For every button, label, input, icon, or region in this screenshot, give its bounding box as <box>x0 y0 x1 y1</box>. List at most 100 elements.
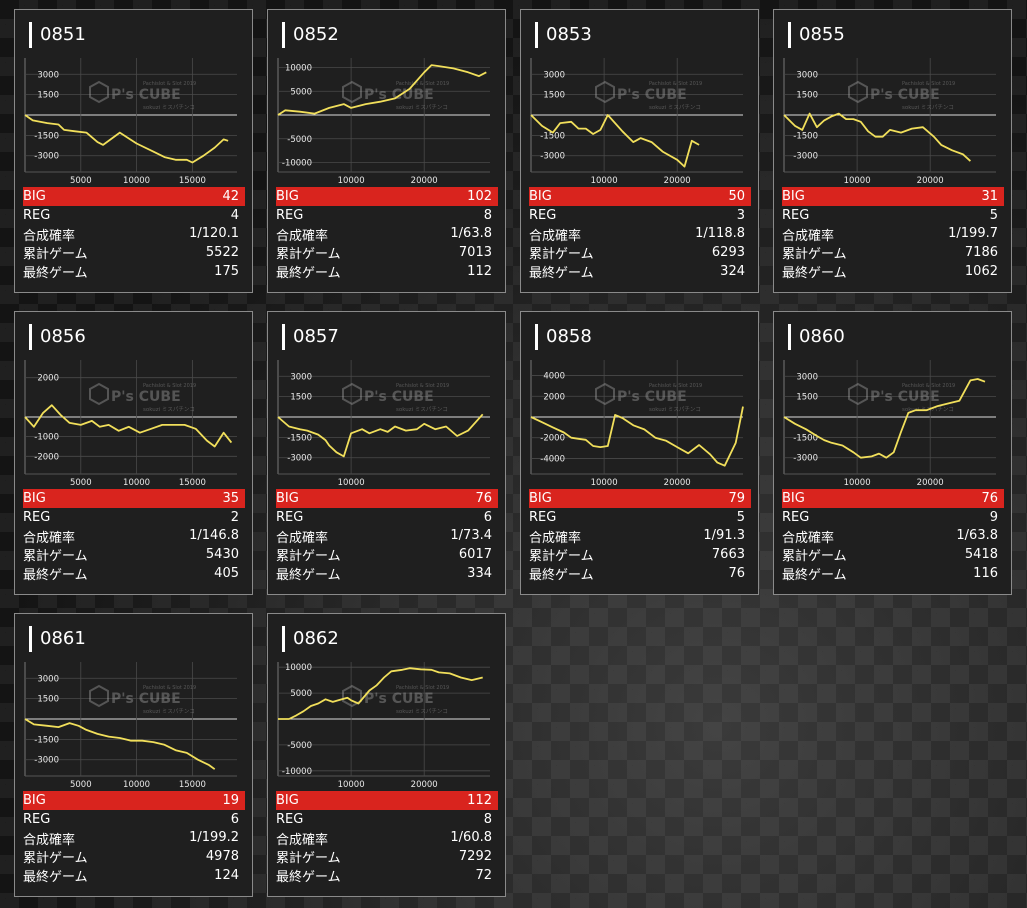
machine-number: 0856 <box>29 324 86 350</box>
stat-value-big: 76 <box>475 490 492 506</box>
stat-row-total: 累計ゲーム 7292 <box>276 847 498 866</box>
stat-label-last: 最終ゲーム <box>23 266 88 282</box>
machine-card-0856[interactable]: 0856 2000 -1000 -2000 5000 10000 15000 P's CUBE… <box>14 311 253 595</box>
stat-row-big: BIG 112 <box>276 791 498 810</box>
stat-value-total: 7663 <box>711 547 745 563</box>
machine-number: 0857 <box>282 324 339 350</box>
machine-card-0851[interactable]: 0851 3000 1500 -1500 -3000 5000 10000 15000 P's … <box>14 9 253 293</box>
machine-card-0853[interactable]: 0853 3000 1500 -1500 -3000 10000 20000 P's CUBE… <box>520 9 759 293</box>
stat-value-total: 4978 <box>205 849 239 865</box>
stat-value-reg: 9 <box>989 509 998 525</box>
stat-row-last: 最終ゲーム 405 <box>23 564 245 583</box>
stat-row-last: 最終ゲーム 324 <box>529 262 751 281</box>
stat-value-last: 116 <box>973 566 998 582</box>
stat-value-last: 72 <box>475 868 492 884</box>
watermark-tag: sokuzi ミスパチンコ <box>143 406 195 413</box>
y-tick-label: -1500 <box>793 131 818 141</box>
stats-table: BIG 42 REG 4 合成確率 1/120.1 累計ゲーム 5522 最終ゲーム 175 <box>23 187 245 281</box>
y-tick-label: 1500 <box>37 91 59 101</box>
stat-label-rate: 合成確率 <box>782 530 835 546</box>
stat-value-total: 6293 <box>711 245 745 261</box>
machine-card-0860[interactable]: 0860 3000 1500 -1500 -3000 10000 20000 P's CUBE… <box>773 311 1012 595</box>
stat-label-big: BIG <box>23 188 46 204</box>
y-tick-label: 1500 <box>543 91 565 101</box>
x-tick-label: 10000 <box>123 176 150 186</box>
stat-label-big: BIG <box>529 188 552 204</box>
watermark-brand: P's CUBE <box>617 87 687 103</box>
stat-value-big: 76 <box>981 490 998 506</box>
stat-row-last: 最終ゲーム 334 <box>276 564 498 583</box>
stat-value-last: 112 <box>467 264 492 280</box>
watermark-brand: P's CUBE <box>364 691 434 707</box>
stat-label-total: 累計ゲーム <box>529 247 594 263</box>
data-line <box>277 64 487 116</box>
x-tick-label: 20000 <box>917 176 944 186</box>
stat-label-reg: REG <box>276 509 304 525</box>
machine-card-0852[interactable]: 0852 10000 5000 -5000 -10000 10000 20000 P's CU… <box>267 9 506 293</box>
y-tick-label: -1500 <box>287 433 312 443</box>
stat-value-total: 7186 <box>964 245 998 261</box>
machine-card-0855[interactable]: 0855 3000 1500 -1500 -3000 10000 20000 P's CUBE… <box>773 9 1012 293</box>
stat-value-total: 5418 <box>964 547 998 563</box>
watermark-tag: sokuzi ミスパチンコ <box>143 104 195 111</box>
stat-value-big: 19 <box>222 792 239 808</box>
stats-table: BIG 112 REG 8 合成確率 1/60.8 累計ゲーム 7292 最終ゲーム 72 <box>276 791 498 885</box>
y-tick-label: -2000 <box>540 434 565 444</box>
stat-row-last: 最終ゲーム 76 <box>529 564 751 583</box>
stat-row-rate: 合成確率 1/120.1 <box>23 225 245 243</box>
machine-number: 0853 <box>535 22 592 48</box>
x-tick-label: 10000 <box>591 478 618 488</box>
y-tick-label: 2000 <box>543 392 565 402</box>
y-tick-label: -3000 <box>793 454 818 464</box>
cube-icon <box>89 382 109 406</box>
watermark-tag: sokuzi ミスパチンコ <box>902 104 954 111</box>
stat-label-last: 最終ゲーム <box>23 568 88 584</box>
data-line <box>277 413 484 458</box>
machine-card-0858[interactable]: 0858 4000 2000 -2000 -4000 10000 20000 P's CUBE… <box>520 311 759 595</box>
stat-label-reg: REG <box>529 509 557 525</box>
machine-number: 0862 <box>282 626 339 652</box>
stat-row-total: 累計ゲーム 6293 <box>529 243 751 262</box>
stat-label-last: 最終ゲーム <box>529 266 594 282</box>
y-tick-label: -3000 <box>34 152 59 162</box>
stat-row-big: BIG 19 <box>23 791 245 810</box>
y-tick-label: -3000 <box>793 152 818 162</box>
data-line <box>24 404 233 448</box>
machine-number: 0852 <box>282 22 339 48</box>
stat-value-big: 79 <box>728 490 745 506</box>
stats-table: BIG 79 REG 5 合成確率 1/91.3 累計ゲーム 7663 最終ゲーム 76 <box>529 489 751 583</box>
machine-card-0862[interactable]: 0862 10000 5000 -5000 -10000 10000 20000 P's CU… <box>267 613 506 897</box>
x-tick-label: 5000 <box>70 478 92 488</box>
stat-value-last: 324 <box>720 264 745 280</box>
stat-label-rate: 合成確率 <box>276 832 329 848</box>
stat-row-last: 最終ゲーム 112 <box>276 262 498 281</box>
data-line <box>783 112 972 162</box>
stat-row-total: 累計ゲーム 6017 <box>276 545 498 564</box>
plot-area: 4000 2000 -2000 -4000 10000 20000 P's CUBEPach… <box>530 360 744 488</box>
plot-area: 3000 1500 -1500 -3000 5000 10000 15000 P's CUBE… <box>24 662 237 790</box>
x-tick-label: 20000 <box>664 478 691 488</box>
stat-label-reg: REG <box>23 509 51 525</box>
machine-number: 0860 <box>788 324 845 350</box>
stat-label-total: 累計ゲーム <box>23 247 88 263</box>
y-tick-label: 3000 <box>37 674 59 684</box>
stat-row-rate: 合成確率 1/199.2 <box>23 829 245 848</box>
x-tick-label: 10000 <box>123 780 150 790</box>
stat-label-rate: 合成確率 <box>23 832 76 848</box>
y-tick-label: -1500 <box>793 433 818 443</box>
watermark-sub: Pachislot & Slot 2019 <box>396 685 449 691</box>
stat-value-last: 334 <box>467 566 492 582</box>
stat-value-last: 124 <box>214 868 239 884</box>
watermark-tag: sokuzi ミスパチンコ <box>396 708 448 715</box>
machine-card-0857[interactable]: 0857 3000 1500 -1500 -3000 10000 P's CUBE Pachi… <box>267 311 506 595</box>
machine-card-0861[interactable]: 0861 3000 1500 -1500 -3000 5000 10000 15000 P's … <box>14 613 253 897</box>
plot-area: 10000 5000 -5000 -10000 10000 20000 P's CUBEPa… <box>277 662 490 790</box>
stat-label-last: 最終ゲーム <box>276 568 341 584</box>
x-tick-label: 5000 <box>70 176 92 186</box>
cube-icon <box>595 382 615 406</box>
stat-label-big: BIG <box>23 792 46 808</box>
stat-value-rate: 1/63.8 <box>956 528 998 544</box>
stat-label-last: 最終ゲーム <box>782 568 847 584</box>
